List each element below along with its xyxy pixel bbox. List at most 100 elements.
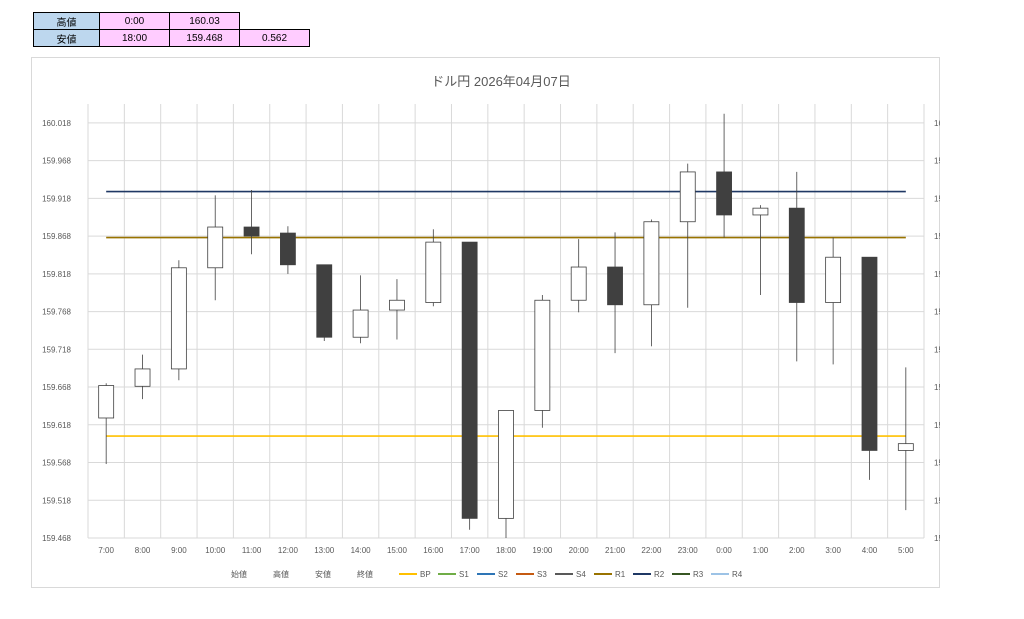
candle-body: [207, 226, 224, 269]
candle-body: [861, 256, 878, 451]
candle: [897, 367, 914, 511]
x-tick-label: 5:00: [898, 546, 914, 555]
candle: [752, 205, 769, 295]
legend-item: R3: [672, 570, 704, 579]
x-tick-label: 4:00: [862, 546, 878, 555]
y-tick-label-right: 159.868: [934, 232, 940, 241]
y-tick-label-right: 159.968: [934, 157, 940, 166]
x-tick-label: 11:00: [242, 546, 262, 555]
y-tick-label-left: 159.618: [42, 421, 71, 430]
chart-title: ドル円 2026年04月07日: [431, 74, 570, 89]
legend-label: S2: [498, 570, 508, 579]
x-tick-label: 0:00: [716, 546, 732, 555]
candle-body: [498, 410, 514, 519]
y-tick-label-left: 159.818: [42, 270, 71, 279]
candle: [607, 232, 623, 354]
candle-body: [352, 309, 369, 338]
y-tick-label-right: 159.818: [934, 270, 940, 279]
candle-body: [98, 385, 115, 419]
y-tick-label-right: 159.668: [934, 383, 940, 392]
summary-row-high: 高値 0:00 160.03: [33, 12, 310, 30]
legend-item: S1: [438, 570, 469, 579]
candle: [316, 264, 333, 342]
reference-lines: [106, 190, 906, 437]
x-tick-label: 7:00: [98, 546, 114, 555]
y-axis-labels: 160.018 160.018 159.968 159.968 159.918 159.9…: [42, 119, 940, 543]
x-tick-label: 19:00: [532, 546, 553, 555]
summary-price-low: 159.468: [169, 29, 240, 47]
grid-lines: [87, 104, 925, 539]
candle-body: [425, 241, 442, 303]
x-tick-label: 13:00: [314, 546, 335, 555]
x-tick-label: 17:00: [460, 546, 481, 555]
candle-body: [389, 299, 405, 311]
x-tick-label: 18:00: [496, 546, 517, 555]
candle-body: [643, 221, 660, 306]
x-tick-label: 1:00: [753, 546, 769, 555]
candle: [389, 279, 405, 340]
chart-frame: [31, 57, 940, 588]
summary-price-high: 160.03: [169, 12, 240, 30]
summary-time-low: 18:00: [99, 29, 170, 47]
y-tick-label-left: 159.518: [42, 496, 71, 505]
candle: [134, 354, 151, 400]
legend-label: R4: [732, 570, 743, 579]
candle-body: [134, 368, 151, 387]
legend-label: S3: [537, 570, 547, 579]
candlestick-chart: ドル円 2026年04月07日 160.018 160.018 159.968 159…: [42, 74, 940, 579]
summary-label-low: 安値: [33, 29, 100, 47]
candle-body: [752, 207, 769, 216]
legend-item: 終値: [357, 569, 373, 579]
candle: [280, 226, 296, 274]
candle-body: [570, 266, 587, 301]
candle-body: [170, 267, 187, 370]
x-tick-label: 21:00: [605, 546, 626, 555]
candle: [207, 195, 224, 301]
candle: [825, 237, 842, 365]
legend-item: R4: [711, 570, 743, 579]
y-tick-label-right: 159.768: [934, 308, 940, 317]
y-tick-label-left: 159.968: [42, 157, 71, 166]
candle-body: [534, 299, 551, 411]
y-tick-label-left: 159.868: [42, 232, 71, 241]
x-tick-label: 15:00: [387, 546, 408, 555]
legend-item: S4: [555, 570, 586, 579]
legend-label: 安値: [315, 569, 331, 579]
y-tick-label-left: 159.568: [42, 459, 71, 468]
candle: [570, 239, 587, 313]
legend-label: 終値: [357, 569, 373, 579]
legend-item: 始値: [231, 569, 247, 579]
legend-label: R1: [615, 570, 626, 579]
candle: [98, 383, 115, 465]
high-low-summary-table: 高値 0:00 160.03 安値 18:00 159.468 0.562: [33, 12, 310, 47]
summary-range-high: [240, 13, 310, 30]
x-tick-label: 9:00: [171, 546, 187, 555]
legend-label: S1: [459, 570, 469, 579]
candle: [643, 219, 660, 347]
y-tick-label-left: 159.918: [42, 194, 71, 203]
candle-body: [280, 232, 296, 266]
y-tick-label-left: 160.018: [42, 119, 71, 128]
x-tick-label: 8:00: [135, 546, 151, 555]
x-tick-label: 10:00: [205, 546, 226, 555]
candle: [788, 171, 805, 362]
x-tick-label: 14:00: [351, 546, 372, 555]
summary-row-low: 安値 18:00 159.468 0.562: [33, 29, 310, 47]
candle: [243, 190, 260, 255]
candle: [679, 163, 696, 308]
candle-body: [607, 266, 623, 306]
candle-body: [461, 241, 478, 519]
candle-body: [788, 207, 805, 303]
summary-time-high: 0:00: [99, 12, 170, 30]
legend-item: BP: [399, 570, 431, 579]
y-tick-label-left: 159.668: [42, 383, 71, 392]
x-tick-label: 20:00: [569, 546, 590, 555]
legend-label: BP: [420, 570, 431, 579]
y-tick-label-right: 159.918: [934, 194, 940, 203]
x-tick-label: 2:00: [789, 546, 805, 555]
legend-label: S4: [576, 570, 586, 579]
candle-body: [679, 171, 696, 223]
candles: [98, 113, 914, 538]
y-tick-label-left: 159.718: [42, 345, 71, 354]
candle-body: [316, 264, 333, 338]
